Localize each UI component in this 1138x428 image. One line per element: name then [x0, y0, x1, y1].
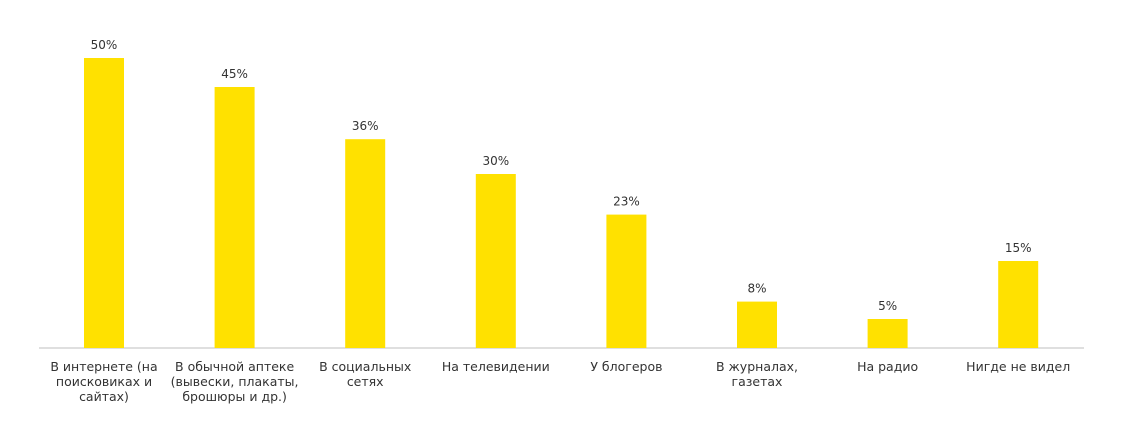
category-label-7: На радио — [857, 359, 918, 374]
bars-group — [84, 58, 1039, 348]
bar-6 — [737, 301, 777, 348]
category-label-line: (вывески, плакаты, — [171, 374, 299, 389]
bar-7 — [867, 319, 908, 348]
bar-5 — [606, 214, 647, 348]
bar-8 — [998, 261, 1039, 348]
category-label-line: Нигде не видел — [966, 359, 1070, 374]
category-label-line: сайтах) — [79, 389, 129, 404]
category-label-line: В интернете (на — [50, 359, 157, 374]
data-label-6: 8% — [747, 282, 766, 296]
category-label-line: В социальных — [319, 359, 411, 374]
category-label-line: брошюры и др.) — [182, 389, 287, 404]
category-label-6: В журналах, газетах — [716, 359, 798, 389]
category-label-line: На телевидении — [442, 359, 550, 374]
data-label-5: 23% — [613, 195, 640, 209]
category-label-3: В социальных сетях — [319, 359, 411, 389]
data-label-8: 15% — [1005, 241, 1032, 255]
bar-1 — [84, 58, 124, 348]
category-label-line: поисковиках и — [56, 374, 152, 389]
data-label-3: 36% — [352, 119, 379, 133]
data-label-4: 30% — [482, 154, 509, 168]
category-label-line: сетях — [347, 374, 384, 389]
category-label-8: Нигде не видел — [966, 359, 1070, 374]
bar-3 — [345, 139, 386, 348]
value-labels-group: 50% 45% 36% 30% 23% 8% 5% 15% — [91, 38, 1032, 313]
data-label-7: 5% — [878, 299, 897, 313]
data-label-2: 45% — [221, 67, 248, 81]
category-label-2: В обычной аптеке (вывески, плакаты, брошюр… — [171, 359, 299, 404]
bar-4 — [475, 174, 516, 348]
category-label-4: На телевидении — [442, 359, 550, 374]
category-label-5: У блогеров — [590, 359, 662, 374]
category-label-1: В интернете (на поисковиках и сайтах) — [50, 359, 157, 404]
category-label-line: В журналах, — [716, 359, 798, 374]
data-label-1: 50% — [91, 38, 118, 52]
category-labels-group: В интернете (на поисковиках и сайтах) В обы… — [50, 359, 1070, 404]
category-label-line: У блогеров — [590, 359, 662, 374]
category-label-line: На радио — [857, 359, 918, 374]
category-label-line: В обычной аптеке — [175, 359, 294, 374]
bar-2 — [214, 87, 255, 348]
category-label-line: газетах — [732, 374, 783, 389]
